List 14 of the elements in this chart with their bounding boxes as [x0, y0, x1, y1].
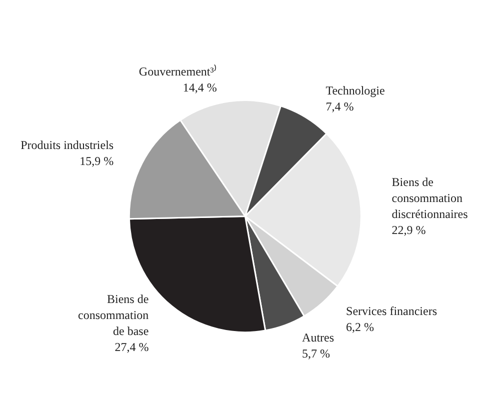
- slice-label: Services financiers: [346, 304, 438, 318]
- slice-label: Biens de consommation de base: [78, 292, 149, 338]
- slice-label: Technologie: [326, 83, 385, 98]
- data-label: 14,4 %: [182, 80, 217, 95]
- slice-label: Autres: [302, 330, 334, 345]
- slice-label: Gouvernement³⁾: [138, 64, 217, 79]
- data-label: 6,2 %: [346, 320, 374, 334]
- data-label: 7,4 %: [326, 99, 354, 114]
- slice-label: Produits industriels: [20, 138, 114, 152]
- slice-label: Biens de consommation discrétionnaires: [392, 175, 468, 222]
- data-label: 27,4 %: [114, 340, 149, 354]
- data-label: 5,7 %: [302, 346, 330, 361]
- data-label: 22,9 %: [392, 223, 426, 238]
- data-label: 15,9 %: [80, 154, 114, 168]
